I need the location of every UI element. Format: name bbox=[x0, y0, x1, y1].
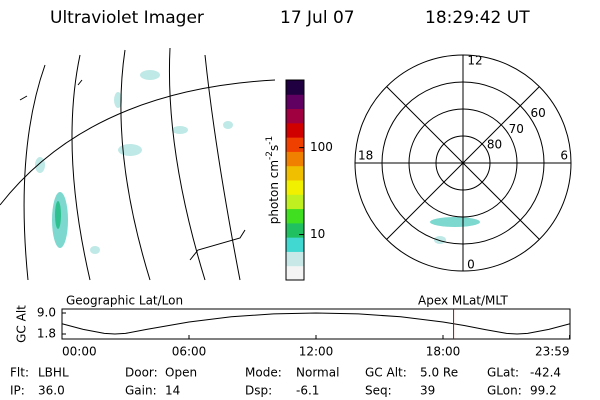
field-label: IP: bbox=[10, 384, 25, 398]
emission bbox=[35, 70, 233, 254]
altitude-plot: 1.8 9.0 00:00 06:00 12:00 18:00 23:59 bbox=[37, 306, 571, 359]
field-label: GLon: bbox=[487, 384, 522, 398]
label-exp: -1 bbox=[265, 136, 275, 145]
field-value: 36.0 bbox=[38, 384, 65, 398]
x-tick-label: 00:00 bbox=[62, 345, 97, 359]
colorbar-swatch bbox=[286, 80, 304, 95]
x-tick-label: 23:59 bbox=[535, 345, 570, 359]
field-value: -6.1 bbox=[296, 384, 319, 398]
date: 17 Jul 07 bbox=[280, 8, 355, 28]
colorbar-swatch bbox=[286, 151, 304, 167]
mlt-label: 6 bbox=[560, 149, 568, 163]
field-value: 5.0 Re bbox=[420, 366, 458, 380]
colorbar-swatch bbox=[286, 237, 304, 252]
field-label: Dsp: bbox=[245, 384, 272, 398]
title: Ultraviolet Imager bbox=[50, 8, 204, 28]
emission bbox=[430, 217, 480, 227]
colorbar-swatch bbox=[286, 222, 304, 238]
apex-label: Apex MLat/MLT bbox=[418, 294, 508, 308]
lat-label: 70 bbox=[509, 122, 524, 136]
field-value: Open bbox=[165, 366, 197, 380]
y-tick-label: 9.0 bbox=[37, 306, 56, 320]
y-tick-label: 1.8 bbox=[37, 327, 56, 341]
alt-ylabel: GC Alt bbox=[15, 305, 29, 343]
colorbar-swatch bbox=[286, 194, 304, 210]
x-tick-label: 18:00 bbox=[426, 345, 461, 359]
field-label: Flt: bbox=[10, 366, 29, 380]
colorbar-swatch bbox=[286, 165, 304, 181]
colorbar-tick-label: 10 bbox=[310, 227, 325, 241]
field-value: Normal bbox=[296, 366, 339, 380]
colorbar-swatch bbox=[286, 265, 304, 281]
field-value: LBHL bbox=[38, 366, 69, 380]
field-value: 14 bbox=[165, 384, 180, 398]
mlt-label: 12 bbox=[467, 54, 482, 68]
mlt-label: 0 bbox=[467, 258, 475, 272]
colorbar-frame bbox=[285, 79, 305, 281]
colorbar-swatch bbox=[286, 137, 304, 152]
label-text: s bbox=[267, 145, 281, 151]
field-label: Gain: bbox=[125, 384, 157, 398]
field-label: Seq: bbox=[365, 384, 392, 398]
colorbar-swatch bbox=[286, 108, 304, 124]
footer: Flt: LBHL Door: Open Mode: Normal GC Alt: 5.0 R… bbox=[10, 366, 561, 398]
label-text: photon cm bbox=[267, 160, 281, 224]
geo-image bbox=[0, 47, 276, 281]
lat-label: 60 bbox=[531, 106, 546, 120]
field-label: Mode: bbox=[245, 366, 282, 380]
colorbar-swatch bbox=[286, 94, 304, 110]
field-value: 39 bbox=[420, 384, 435, 398]
colorbar-swatch bbox=[286, 122, 304, 138]
mlt-label: 18 bbox=[358, 149, 373, 163]
label-exp: -2 bbox=[265, 151, 275, 160]
map-grid bbox=[0, 47, 276, 281]
emission bbox=[434, 236, 446, 244]
time: 18:29:42 UT bbox=[425, 8, 530, 28]
field-label: GLat: bbox=[487, 366, 519, 380]
geo-label: Geographic Lat/Lon bbox=[66, 294, 183, 308]
colorbar-label: photon cm-2s-1 bbox=[265, 136, 281, 225]
alt-line bbox=[61, 312, 571, 335]
x-tick-label: 06:00 bbox=[172, 345, 207, 359]
mlt-line bbox=[386, 86, 540, 240]
field-label: Door: bbox=[125, 366, 158, 380]
lat-label: 80 bbox=[487, 138, 502, 152]
field-label: GC Alt: bbox=[365, 366, 407, 380]
colorbar-swatch bbox=[286, 208, 304, 224]
colorbar-tick-label: 100 bbox=[310, 140, 333, 154]
field-value: -42.4 bbox=[530, 366, 561, 380]
x-tick-label: 12:00 bbox=[299, 345, 334, 359]
colorbar-swatch bbox=[286, 251, 304, 267]
polar-grid bbox=[354, 54, 572, 272]
colorbar-swatch bbox=[286, 180, 304, 195]
field-value: 99.2 bbox=[530, 384, 557, 398]
colorbar: 10 100 bbox=[285, 79, 333, 281]
